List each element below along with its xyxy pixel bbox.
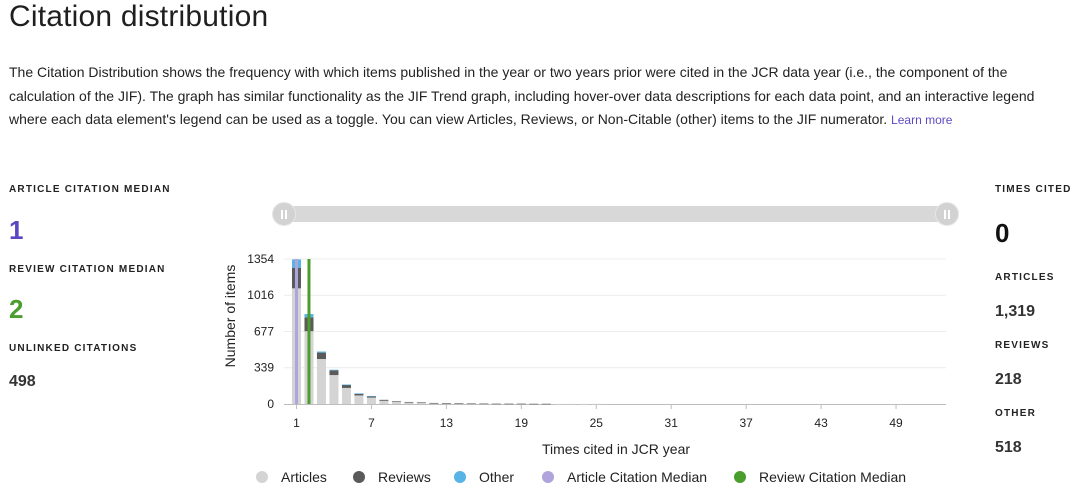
x-axis-title: Times cited in JCR year bbox=[542, 441, 690, 457]
bar-reviews-9 bbox=[391, 401, 401, 402]
legend-article-median-swatch bbox=[542, 471, 554, 483]
reviews-value: 218 bbox=[995, 371, 1022, 388]
bar-articles-5 bbox=[341, 387, 351, 404]
articles-label: ARTICLES bbox=[995, 272, 1055, 283]
bar-reviews-21 bbox=[541, 403, 551, 405]
legend-other-label: Other bbox=[479, 469, 515, 485]
legend-articles-swatch bbox=[256, 471, 268, 483]
bar-other-5 bbox=[341, 384, 351, 386]
x-tick-label: 31 bbox=[665, 416, 679, 430]
bar-reviews-20 bbox=[529, 403, 539, 405]
bar-articles-22 bbox=[554, 403, 564, 405]
article-median-value: 1 bbox=[9, 215, 24, 245]
range-slider-right-handle[interactable] bbox=[935, 202, 959, 226]
bar-articles-8 bbox=[379, 400, 389, 404]
bar-other-4 bbox=[329, 369, 339, 371]
legend-articles-label: Articles bbox=[281, 469, 327, 485]
y-axis-title: Number of items bbox=[222, 265, 238, 368]
review-median-value: 2 bbox=[9, 294, 24, 324]
bar-reviews-10 bbox=[404, 401, 414, 403]
bar-reviews-19 bbox=[516, 403, 526, 405]
x-tick-label: 37 bbox=[739, 416, 753, 430]
times-cited-label: TIMES CITED bbox=[995, 184, 1072, 195]
x-tick-label: 7 bbox=[368, 416, 375, 430]
y-tick-label: 1354 bbox=[247, 252, 274, 266]
review-median-label: REVIEW CITATION MEDIAN bbox=[9, 264, 166, 275]
legend-review-median-label: Review Citation Median bbox=[759, 469, 907, 485]
description: The Citation Distribution shows the freq… bbox=[9, 61, 1074, 133]
bar-reviews-12 bbox=[429, 402, 439, 404]
bar-articles-23 bbox=[566, 403, 576, 405]
bar-other-6 bbox=[354, 393, 364, 394]
reviews-label: REVIEWS bbox=[995, 340, 1050, 351]
times-cited-value: 0 bbox=[995, 218, 1010, 248]
unlinked-citations-label: UNLINKED CITATIONS bbox=[9, 343, 138, 354]
bar-articles-11 bbox=[416, 402, 426, 404]
bar-reviews-16 bbox=[479, 403, 489, 405]
other-label: OTHER bbox=[995, 408, 1036, 419]
legend-review-median-swatch bbox=[734, 471, 746, 483]
legend-other-swatch bbox=[454, 471, 466, 483]
legend-item-review-median[interactable]: Review Citation Median bbox=[734, 467, 906, 487]
bar-reviews-5 bbox=[341, 384, 351, 388]
y-tick-label: 1016 bbox=[247, 288, 274, 302]
legend-article-median-label: Article Citation Median bbox=[567, 469, 708, 485]
y-tick-label: 677 bbox=[254, 325, 274, 339]
page-title: Citation distribution bbox=[9, 0, 269, 33]
x-tick-label: 13 bbox=[440, 416, 454, 430]
unlinked-citations-value: 498 bbox=[9, 373, 36, 390]
bar-articles-3 bbox=[316, 359, 326, 404]
articles-value: 1,319 bbox=[995, 303, 1036, 320]
bar-reviews-13 bbox=[441, 403, 451, 404]
learn-more-link[interactable]: Learn more bbox=[891, 113, 953, 127]
bar-reviews-8 bbox=[379, 399, 389, 401]
legend-item-reviews[interactable]: Reviews bbox=[353, 467, 431, 487]
range-slider-track[interactable] bbox=[283, 206, 947, 222]
x-tick-label: 43 bbox=[814, 416, 828, 430]
bar-reviews-6 bbox=[354, 393, 364, 396]
bar-reviews-3 bbox=[316, 352, 326, 360]
bar-reviews-15 bbox=[466, 403, 476, 405]
bar-articles-12 bbox=[429, 403, 439, 404]
x-tick-label: 1 bbox=[293, 416, 300, 430]
legend-item-articles[interactable]: Articles bbox=[256, 467, 327, 487]
x-tick-label: 49 bbox=[889, 416, 903, 430]
bar-articles-6 bbox=[354, 395, 364, 404]
bar-reviews-17 bbox=[491, 403, 501, 405]
bar-articles-9 bbox=[391, 401, 401, 404]
bar-reviews-11 bbox=[416, 402, 426, 403]
bar-articles-25 bbox=[591, 403, 601, 405]
bar-reviews-7 bbox=[366, 396, 376, 398]
legend-reviews-swatch bbox=[353, 471, 365, 483]
y-tick-label: 339 bbox=[254, 361, 274, 375]
bar-reviews-14 bbox=[454, 403, 464, 404]
bar-articles-10 bbox=[404, 402, 414, 404]
legend-item-article-median[interactable]: Article Citation Median bbox=[542, 467, 707, 487]
legend-reviews-label: Reviews bbox=[378, 469, 431, 485]
legend-item-other[interactable]: Other bbox=[454, 467, 514, 487]
description-text: The Citation Distribution shows the freq… bbox=[9, 64, 1035, 127]
other-value: 518 bbox=[995, 439, 1022, 456]
x-tick-label: 25 bbox=[590, 416, 604, 430]
range-slider-left-handle[interactable] bbox=[272, 202, 296, 226]
bar-articles-7 bbox=[366, 397, 376, 404]
bar-articles-4 bbox=[329, 375, 339, 404]
bar-articles-24 bbox=[579, 403, 589, 405]
article-median-label: ARTICLE CITATION MEDIAN bbox=[9, 184, 171, 195]
bar-reviews-4 bbox=[329, 370, 339, 376]
y-tick-label: 0 bbox=[267, 397, 274, 411]
x-tick-label: 19 bbox=[515, 416, 529, 430]
bar-other-3 bbox=[316, 351, 326, 353]
bar-other-7 bbox=[366, 395, 376, 397]
bar-reviews-18 bbox=[504, 403, 514, 405]
